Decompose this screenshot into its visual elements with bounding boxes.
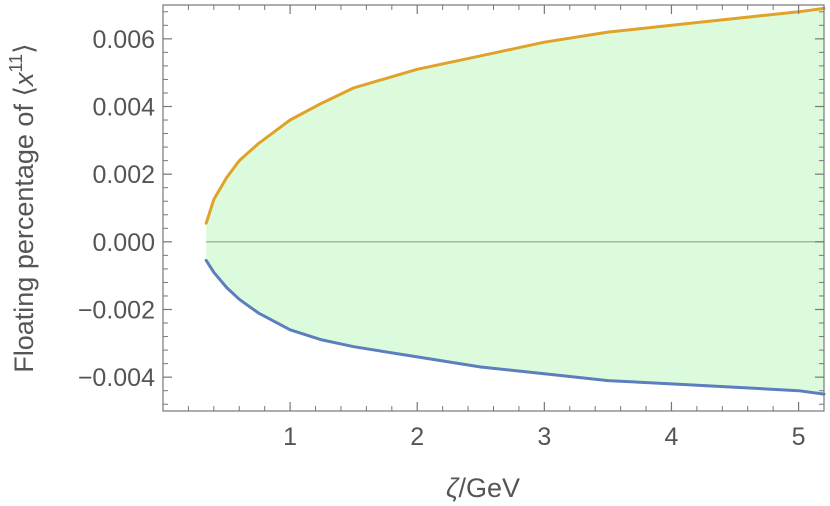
x-tick-label: 2 bbox=[410, 423, 424, 451]
y-tick-label: −0.004 bbox=[78, 364, 155, 392]
x-tick-label: 4 bbox=[665, 423, 679, 451]
y-axis-title: Floating percentage of ⟨x11⟩ bbox=[6, 43, 39, 372]
tick-label-layer: 1 2 3 4 5 0.006 0.004 0.002 0.000 −0.002 −0.004 bbox=[78, 26, 806, 451]
y-tick-label: −0.002 bbox=[78, 297, 155, 325]
y-tick-label: 0.000 bbox=[92, 229, 155, 257]
y-tick-label: 0.004 bbox=[92, 94, 155, 122]
y-tick-label: 0.006 bbox=[92, 26, 155, 54]
tick-layer bbox=[163, 5, 825, 411]
upper-bound-line bbox=[204, 6, 826, 225]
x-axis-title: ζ/GeV bbox=[446, 473, 520, 503]
x-tick-label: 3 bbox=[537, 423, 551, 451]
x-tick-label: 1 bbox=[283, 423, 297, 451]
band-fill bbox=[206, 8, 824, 395]
x-tick-label: 5 bbox=[792, 423, 806, 451]
lower-bound-line bbox=[204, 258, 826, 396]
y-tick-label: 0.002 bbox=[92, 161, 155, 189]
series-layer bbox=[204, 6, 826, 396]
band-fill-layer bbox=[206, 8, 824, 395]
